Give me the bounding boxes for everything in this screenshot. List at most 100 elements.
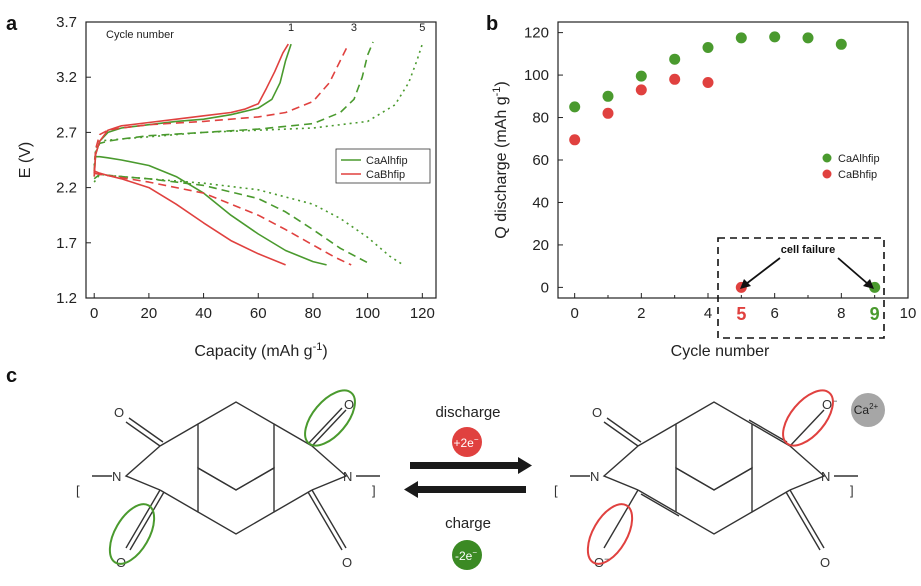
electron-badge-charge xyxy=(452,540,482,570)
electron-badge-discharge xyxy=(452,427,482,457)
x-tick-label-b-1: 2 xyxy=(637,305,645,322)
ticks-a: 0 20 40 60 80 100 120 1.2 1.7 2.2 2.7 3.2 3.7 xyxy=(56,14,435,322)
cycle-label-3: 3 xyxy=(351,22,357,34)
cell-failure-box xyxy=(717,237,885,339)
atom-o-minus-1: O− xyxy=(822,396,837,412)
bond-r2-double xyxy=(640,493,680,517)
y-tick-label-a-4: 3.2 xyxy=(56,69,77,86)
y-tick-label-a-5: 3.7 xyxy=(56,14,77,31)
atom-o-minus-2-sign: − xyxy=(604,554,609,564)
enolate-right xyxy=(789,409,825,447)
atom-n-left-1: N xyxy=(112,469,121,484)
reaction-scheme: [ ] N N O O O O discharge +2e− charge -2… xyxy=(76,389,885,570)
point-caalhfip-cycle6 xyxy=(769,31,781,43)
molecule-neutral: [ ] N N O O O O xyxy=(76,389,380,570)
scatter-points-b xyxy=(569,31,881,293)
arrow-forward-head xyxy=(518,457,532,474)
carbonyl-rl-top-2 xyxy=(606,417,642,443)
carbonyl-l-bottom-2 xyxy=(129,491,165,551)
series-cabhfip-cycle3-charge xyxy=(93,43,350,174)
ring-right-lower xyxy=(675,466,753,535)
point-caalhfip-cycle0 xyxy=(569,101,581,113)
atom-o-1: O xyxy=(114,405,124,420)
bond-r3 xyxy=(751,423,791,447)
chart-a: 0 20 40 60 80 100 120 1.2 1.7 2.2 2.7 3.2 3.7 Cycle … xyxy=(17,14,437,360)
arrow-forward-shaft xyxy=(410,462,520,469)
y-tick-label-a-2: 2.2 xyxy=(56,180,77,197)
series-cabhfip-cycle3-discharge xyxy=(94,172,352,266)
series-caalhfip-cycle1-discharge xyxy=(94,155,327,266)
ring-right-upper xyxy=(675,401,753,491)
point-cabhfip-cycle3 xyxy=(669,73,681,85)
y-axis-label-b-main: Q discharge (mAh g xyxy=(493,96,510,238)
point-cabhfip-cycle2 xyxy=(635,84,647,96)
ring-left-upper xyxy=(197,401,275,491)
imide-left-r xyxy=(602,445,639,491)
legend-b: CaAlhfip CaBhfip xyxy=(822,153,880,181)
atom-o-minus-1-o: O xyxy=(822,397,832,412)
series-cabhfip-cycle1-discharge xyxy=(93,170,286,266)
failure-arrow-right xyxy=(837,257,869,285)
atom-o-2: O xyxy=(344,397,354,412)
panel-letter-a: a xyxy=(6,13,18,35)
atom-o-minus-2-o: O xyxy=(594,555,604,570)
cycle-label-1: 1 xyxy=(288,22,294,34)
x-axis-label-a-main: Capacity (mAh g xyxy=(194,343,312,360)
failure-arrowhead-right xyxy=(863,279,874,289)
x-axis-label-a: Capacity (mAh g-1) xyxy=(194,341,327,360)
point-caalhfip-cycle2 xyxy=(635,70,647,82)
reaction-arrows: discharge +2e− charge -2e− xyxy=(404,404,532,570)
carbonyl-r-top-2 xyxy=(307,407,343,445)
x-tick-label-b-highlight-9: 9 xyxy=(870,304,880,324)
bond-r3-double xyxy=(748,419,788,443)
x-tick-label-b-4: 8 xyxy=(837,305,845,322)
point-caalhfip-cycle1 xyxy=(602,90,614,102)
carbonyl-l-bottom xyxy=(125,489,161,549)
x-tick-label-b-3: 6 xyxy=(770,305,778,322)
point-cabhfip-cycle1 xyxy=(602,107,614,119)
arrow-back-head xyxy=(404,481,418,498)
x-tick-label-b-5: 10 xyxy=(900,305,917,322)
chart-b: 0 2 4 6 8 10 5 9 0 20 40 60 80 100 120 cell failure Ca… xyxy=(491,21,917,360)
point-caalhfip-cycle5 xyxy=(735,32,747,44)
imide-left xyxy=(124,445,161,491)
charge-badge-main: -2e xyxy=(455,549,473,563)
point-cabhfip-cycle4 xyxy=(702,77,714,88)
legend-label-caalhfip-a: CaAlhfip xyxy=(366,155,408,167)
point-cabhfip-cycle0 xyxy=(569,134,581,146)
x-tick-label-a-0: 0 xyxy=(90,305,98,322)
molecule-reduced: [ ] N N O O O− O− Ca2+ xyxy=(554,389,885,570)
y-tick-label-b-5: 100 xyxy=(524,67,549,84)
atom-o-5: O xyxy=(592,405,602,420)
y-tick-label-b-4: 80 xyxy=(532,110,549,127)
calcium-ion-charge: 2+ xyxy=(869,402,878,411)
discharge-badge-main: +2e xyxy=(453,436,474,450)
bracket-left-1: [ xyxy=(76,483,80,498)
point-caalhfip-cycle4 xyxy=(702,42,714,53)
series-caalhfip-cycle1-charge xyxy=(93,43,292,177)
carbonyl-l-top-2 xyxy=(128,417,164,443)
carbonyl-r-bottom-2 xyxy=(307,491,343,551)
point-caalhfip-cycle8 xyxy=(835,38,847,50)
bracket-left-2: [ xyxy=(554,483,558,498)
series-caalhfip-cycle3-charge xyxy=(93,41,374,172)
electron-badge-charge-text: -2e− xyxy=(455,548,477,563)
atom-n-right-1: N xyxy=(343,469,352,484)
atom-o-minus-1-sign: − xyxy=(832,396,837,406)
series-caalhfip-cycle5-discharge xyxy=(93,173,404,266)
series-caalhfip-cycle5-charge xyxy=(93,43,424,166)
legend-marker-cabhfip-b xyxy=(822,169,832,179)
legend-label-caalhfip-b: CaAlhfip xyxy=(838,153,880,165)
y-axis-label-b-end: ) xyxy=(493,81,510,86)
carbonyl-l-top xyxy=(125,421,161,447)
calcium-ion-symbol: Ca xyxy=(854,403,870,417)
legend-label-cabhfip-a: CaBhfip xyxy=(366,169,405,181)
charge-badge-sup: − xyxy=(472,548,477,557)
failure-arrowhead-left xyxy=(740,279,751,289)
point-caalhfip-cycle3 xyxy=(669,53,681,65)
bond-l2 xyxy=(159,489,199,513)
bracket-right-1: ] xyxy=(372,483,376,498)
carbonyl-r-bottom xyxy=(311,489,347,549)
y-tick-label-b-6: 120 xyxy=(524,25,549,42)
bond-l3 xyxy=(273,423,313,447)
